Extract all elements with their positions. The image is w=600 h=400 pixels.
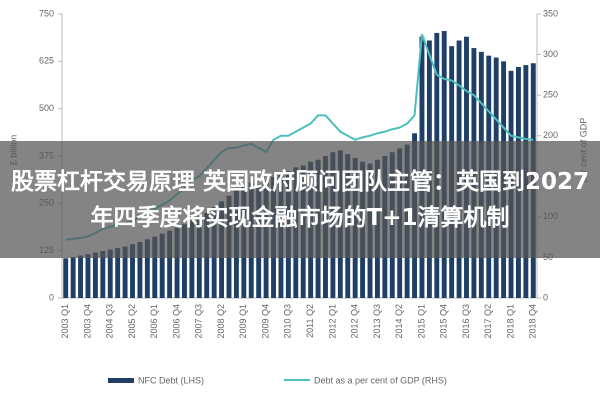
bar bbox=[85, 254, 91, 298]
legend-label: Debt as a per cent of GDP (RHS) bbox=[314, 375, 447, 385]
banner-text: 股票杠杆交易原理 英国政府顾问团队主管：英国到2027年四季度将实现金融市场的T… bbox=[10, 168, 590, 231]
y2-tick-label: 300 bbox=[543, 49, 558, 59]
y-tick-label: 625 bbox=[39, 56, 54, 66]
x-tick-label: 2016 Q3 bbox=[461, 304, 471, 339]
x-tick-label: 2014 Q2 bbox=[394, 304, 404, 339]
x-tick-label: 2006 Q4 bbox=[171, 304, 181, 339]
bar bbox=[63, 258, 69, 298]
x-tick-label: 2009 Q4 bbox=[260, 304, 270, 339]
x-tick-label: 2012 Q1 bbox=[327, 304, 337, 339]
x-tick-label: 2018 Q4 bbox=[528, 304, 538, 339]
bar bbox=[100, 251, 106, 298]
bar bbox=[122, 246, 128, 298]
x-tick-label: 2015 Q1 bbox=[416, 304, 426, 339]
bar bbox=[144, 239, 150, 298]
legend-label: NFC Debt (LHS) bbox=[138, 375, 204, 385]
x-tick-label: 2011 Q2 bbox=[305, 304, 315, 338]
x-tick-label: 2012 Q4 bbox=[350, 304, 360, 339]
bar bbox=[182, 224, 187, 298]
x-tick-label: 2003 Q1 bbox=[60, 304, 70, 339]
banner: 股票杠杆交易原理 英国政府顾问团队主管：英国到2027年四季度将实现金融市场的T… bbox=[0, 141, 600, 258]
y2-tick-label: 250 bbox=[543, 90, 558, 100]
y2-tick-label: 0 bbox=[543, 292, 548, 302]
y2-tick-label: 350 bbox=[543, 8, 558, 18]
bar bbox=[174, 227, 180, 298]
bar bbox=[115, 248, 121, 298]
bar bbox=[92, 252, 98, 298]
x-tick-label: 2007 Q3 bbox=[194, 304, 204, 339]
x-tick-label: 2004 Q3 bbox=[105, 304, 115, 339]
y-tick-label: 500 bbox=[39, 103, 54, 113]
bar bbox=[167, 230, 173, 298]
legend-swatch bbox=[108, 378, 134, 383]
bar bbox=[78, 255, 84, 298]
x-tick-label: 2015 Q4 bbox=[439, 304, 449, 339]
x-tick-label: 2006 Q1 bbox=[149, 304, 159, 339]
x-tick-label: 2005 Q2 bbox=[127, 304, 137, 339]
bar bbox=[152, 236, 158, 298]
x-tick-label: 2018 Q1 bbox=[505, 304, 515, 339]
y-tick-label: 0 bbox=[49, 292, 54, 302]
y-tick-label: 750 bbox=[39, 8, 54, 18]
x-tick-label: 2013 Q3 bbox=[372, 304, 382, 339]
bar bbox=[189, 220, 195, 298]
x-tick-label: 2003 Q4 bbox=[82, 304, 92, 339]
x-tick-label: 2017 Q2 bbox=[483, 304, 493, 339]
bar bbox=[159, 233, 165, 298]
bar bbox=[70, 257, 76, 298]
x-tick-label: 2008 Q2 bbox=[216, 304, 226, 339]
x-tick-label: 2010 Q3 bbox=[283, 304, 293, 339]
bar bbox=[137, 241, 143, 298]
bar bbox=[107, 249, 113, 298]
x-tick-label: 2009 Q1 bbox=[238, 304, 248, 339]
y2-tick-label: 200 bbox=[543, 130, 558, 140]
bar bbox=[130, 244, 135, 298]
